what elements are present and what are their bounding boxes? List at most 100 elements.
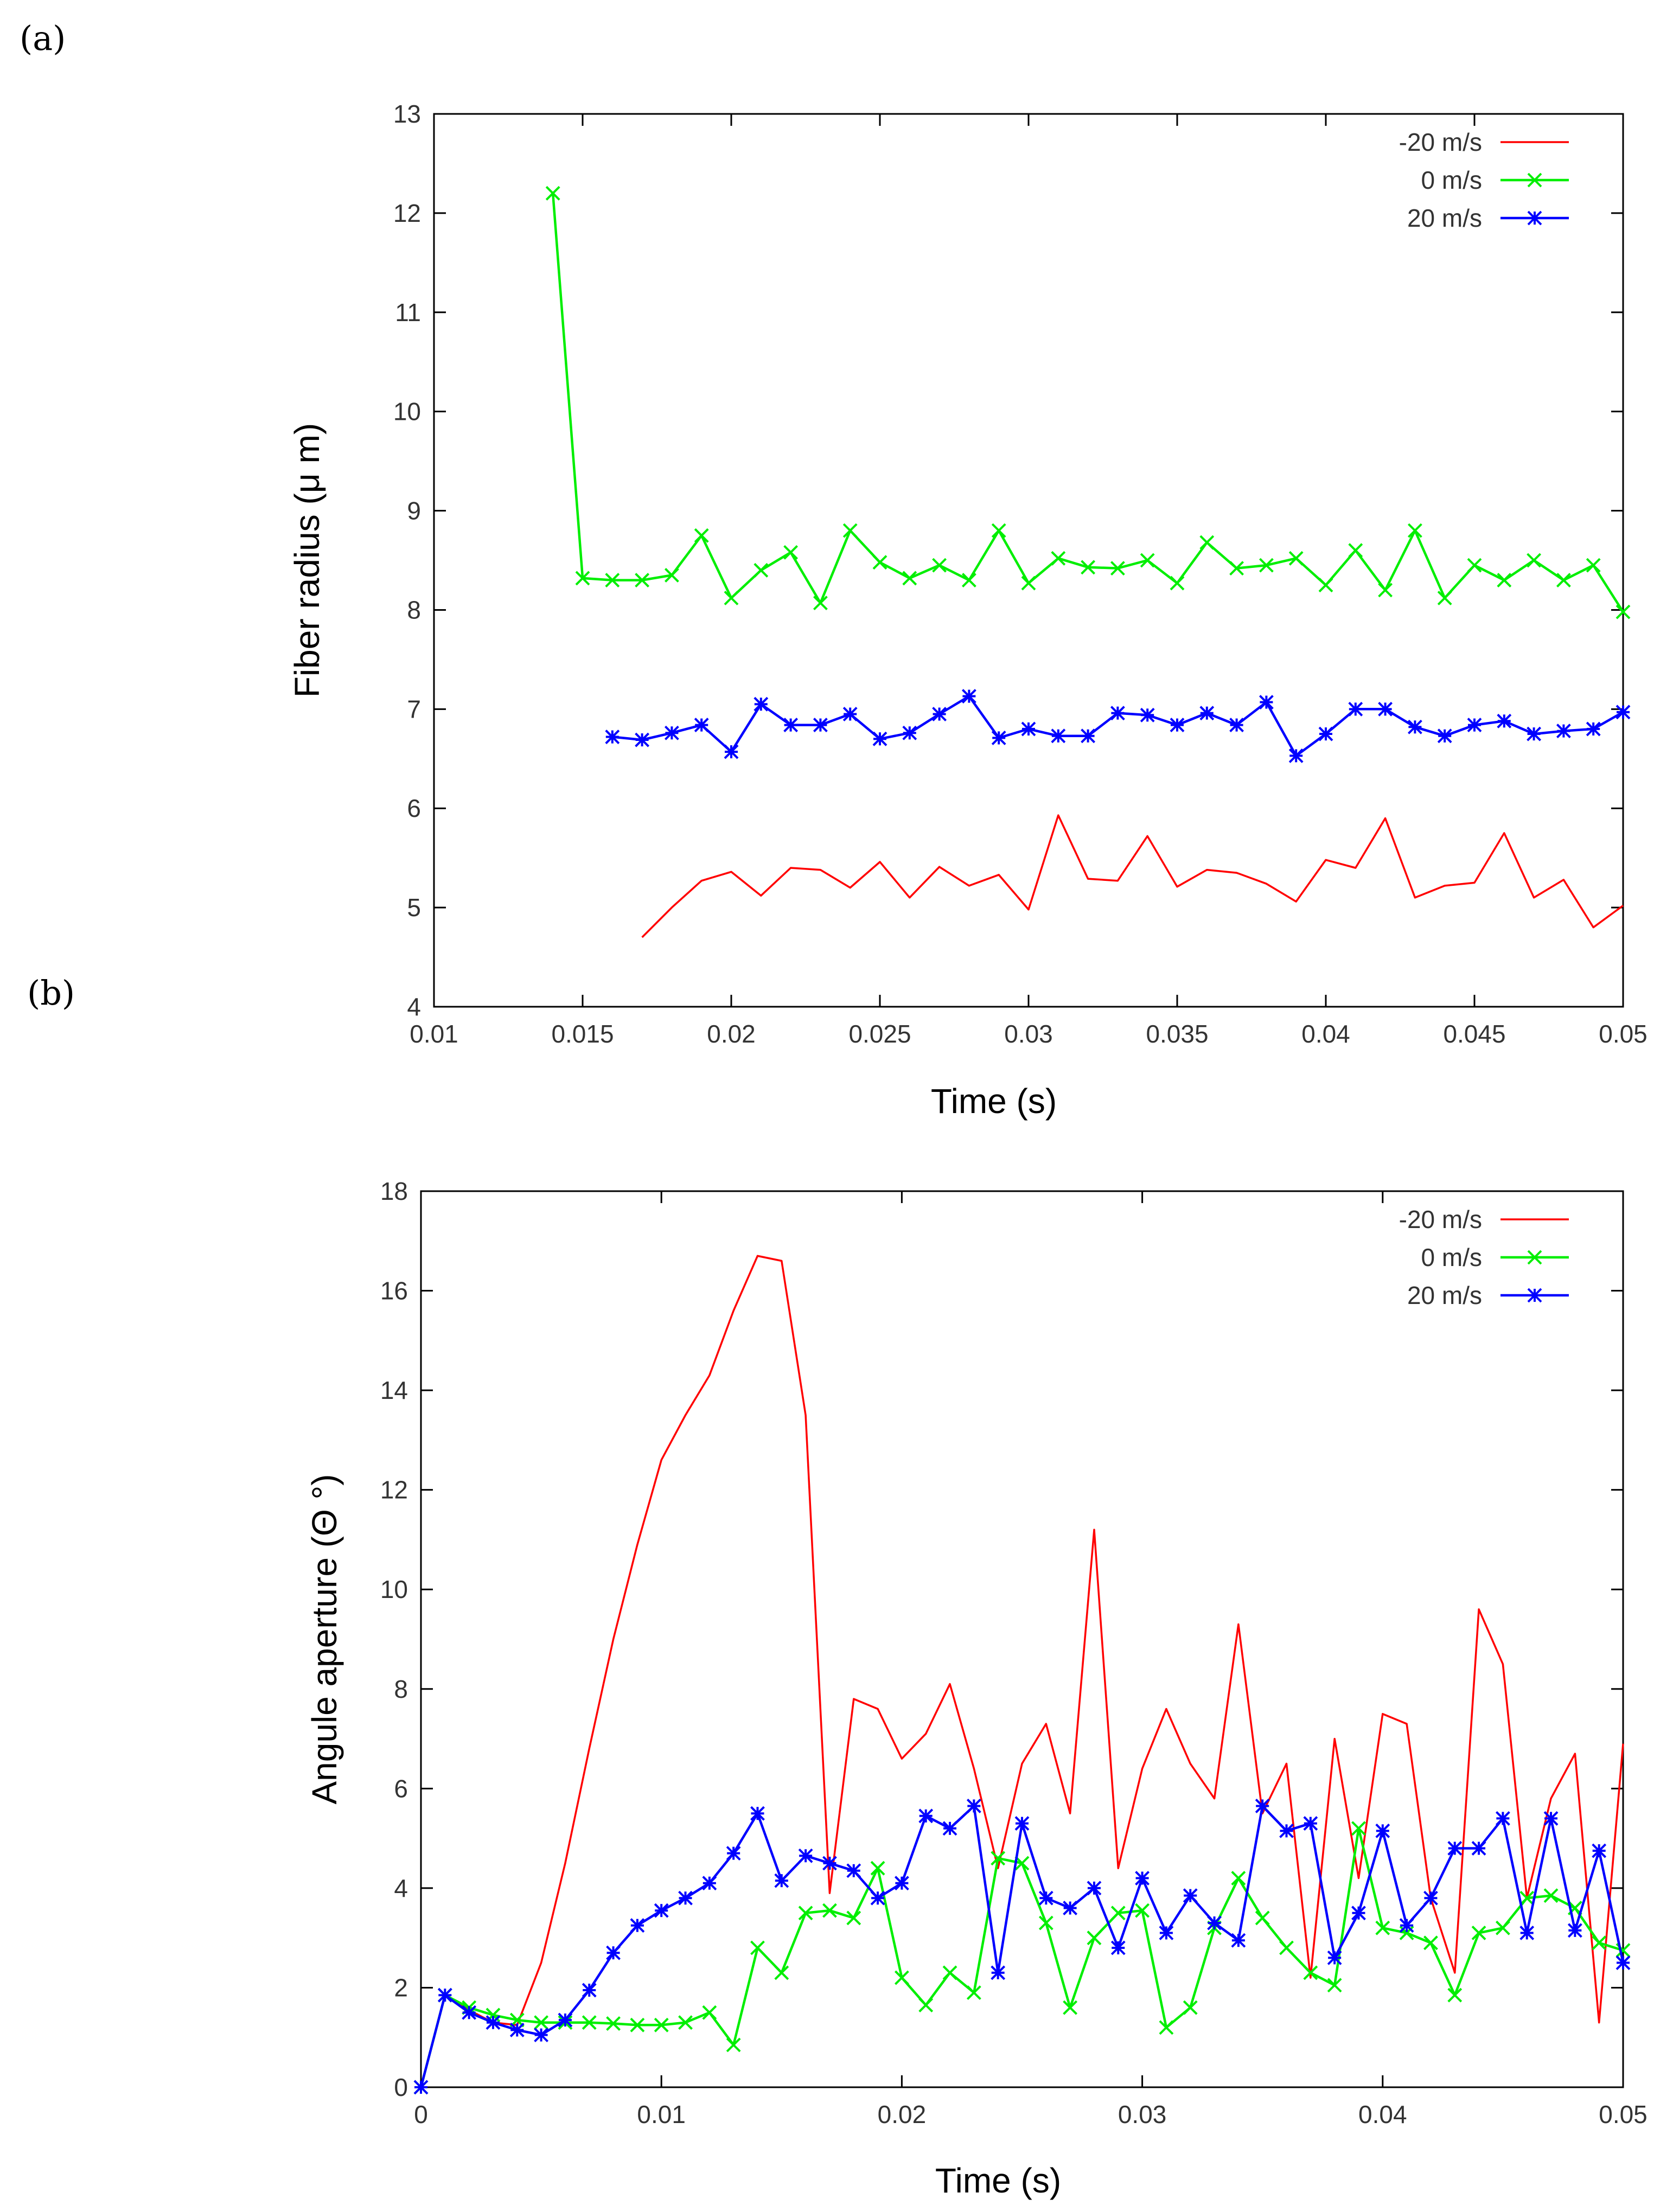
series-line (420, 1255, 1624, 2088)
data-point-marker (1110, 561, 1125, 576)
data-point-marker (664, 568, 679, 583)
data-point-marker (1497, 573, 1512, 587)
data-point-marker (783, 545, 799, 560)
series-20-m-s (413, 1799, 1631, 2095)
data-point-marker (1423, 1935, 1438, 1951)
data-point-marker (1556, 573, 1571, 587)
data-point-marker (1437, 591, 1452, 605)
y-tick-label: 10 (393, 398, 421, 426)
data-point-marker (966, 1985, 981, 2000)
data-point-marker (1348, 543, 1363, 558)
data-point-marker (1038, 1915, 1053, 1930)
chart-b-y-axis-title: Angule aperture (Θ °) (305, 1474, 344, 1805)
y-tick-label: 6 (394, 1774, 408, 1802)
data-point-marker (575, 571, 590, 586)
chart-b-series-group (413, 1255, 1631, 2095)
x-tick-label: 0.05 (1599, 1020, 1648, 1048)
data-point-marker (545, 186, 560, 201)
data-point-marker (1087, 1930, 1102, 1946)
x-tick-label: 0.015 (551, 1020, 614, 1048)
series-20-m-s (605, 689, 1631, 763)
data-point-marker (582, 2015, 597, 2030)
legend-label: 0 m/s (1421, 1243, 1482, 1271)
y-tick-label: 13 (393, 100, 421, 128)
x-tick-label: 0.02 (707, 1020, 756, 1048)
data-point-marker (534, 2015, 549, 2030)
data-point-marker (961, 573, 976, 587)
y-tick-label: 0 (394, 2073, 408, 2101)
data-point-marker (1135, 1903, 1150, 1918)
y-tick-label: 2 (394, 1973, 408, 2002)
data-point-marker (870, 1861, 885, 1876)
legend-label: -20 m/s (1399, 128, 1482, 156)
data-point-marker (918, 1998, 934, 2012)
data-point-marker (606, 2016, 621, 2031)
data-point-marker (872, 555, 887, 570)
data-point-marker (1199, 535, 1215, 550)
legend-item: 0 m/s (1421, 166, 1569, 194)
data-point-marker (702, 2005, 717, 2020)
data-point-marker (1051, 551, 1066, 566)
x-tick-label: 0 (414, 2100, 428, 2128)
legend-label: -20 m/s (1399, 1205, 1482, 1233)
data-point-marker (1159, 2020, 1174, 2035)
y-tick-label: 8 (394, 1675, 408, 1703)
y-tick-label: 10 (380, 1575, 408, 1603)
y-tick-label: 18 (380, 1177, 408, 1205)
data-point-marker (1140, 553, 1155, 568)
chart-a-x-axis: 0.01 0.015 0.02 0.025 0.03 0.035 0.04 0.045 0.05 (410, 114, 1648, 1048)
y-tick-label: 11 (395, 298, 421, 327)
data-point-marker (1495, 1920, 1510, 1935)
chart-b-x-axis: 0 0.01 0.02 0.03 0.04 0.05 (414, 1191, 1648, 2128)
data-point-marker (822, 1903, 837, 1918)
x-tick-label: 0.04 (1301, 1020, 1350, 1048)
data-point-marker (1063, 2000, 1078, 2015)
data-point-marker (894, 1970, 909, 1985)
data-point-marker (1231, 1871, 1246, 1885)
y-tick-label: 12 (380, 1476, 408, 1504)
data-point-marker (1279, 1940, 1294, 1955)
x-tick-label: 0.045 (1443, 1020, 1505, 1048)
y-tick-label: 12 (393, 199, 421, 227)
y-tick-label: 8 (407, 596, 421, 624)
data-point-marker (1014, 1856, 1030, 1871)
data-point-marker (932, 558, 947, 573)
x-tick-label: 0.05 (1599, 2100, 1648, 2128)
legend-item: -20 m/s (1399, 1205, 1569, 1233)
series-line (419, 1805, 1625, 2088)
data-point-marker (1183, 2000, 1198, 2015)
data-point-marker (750, 1940, 765, 1955)
data-point-marker (1407, 523, 1422, 538)
data-point-marker (902, 571, 917, 586)
series-line (641, 814, 1624, 938)
chart-a-legend: -20 m/s 0 m/s 20 m/s (1399, 128, 1569, 232)
chart-b-legend: -20 m/s 0 m/s 20 m/s (1399, 1205, 1569, 1309)
x-tick-label: 0.03 (1118, 2100, 1167, 2128)
series-line (551, 193, 1624, 613)
data-point-marker (1467, 558, 1482, 573)
data-point-marker (1519, 1890, 1535, 1906)
data-point-marker (1471, 1926, 1486, 1940)
data-point-marker (1318, 578, 1333, 593)
data-point-marker (842, 523, 858, 538)
data-point-marker (1021, 576, 1036, 591)
legend-item: 0 m/s (1421, 1243, 1569, 1271)
data-point-marker (1447, 1987, 1463, 2003)
data-point-marker (1327, 1978, 1342, 1993)
chart-a-series-group (545, 186, 1631, 938)
y-tick-label: 4 (407, 993, 421, 1021)
data-point-marker (654, 2017, 669, 2032)
data-point-marker (630, 2017, 645, 2032)
data-point-marker (635, 573, 650, 587)
legend-item: 20 m/s (1407, 1281, 1569, 1309)
panel-label-b: (b) (27, 973, 75, 1013)
chart-b-angle-aperture: 0 2 4 6 8 10 12 14 16 18 0 0.01 0.02 0.03 0.04 0.05 -2… (305, 1177, 1648, 2200)
data-point-marker (1543, 1888, 1559, 1903)
y-tick-label: 5 (407, 893, 421, 922)
y-tick-label: 14 (380, 1376, 408, 1404)
data-point-marker (1259, 558, 1274, 573)
data-point-marker (1378, 583, 1393, 598)
legend-label: 0 m/s (1421, 166, 1482, 194)
data-point-marker (798, 1906, 813, 1921)
